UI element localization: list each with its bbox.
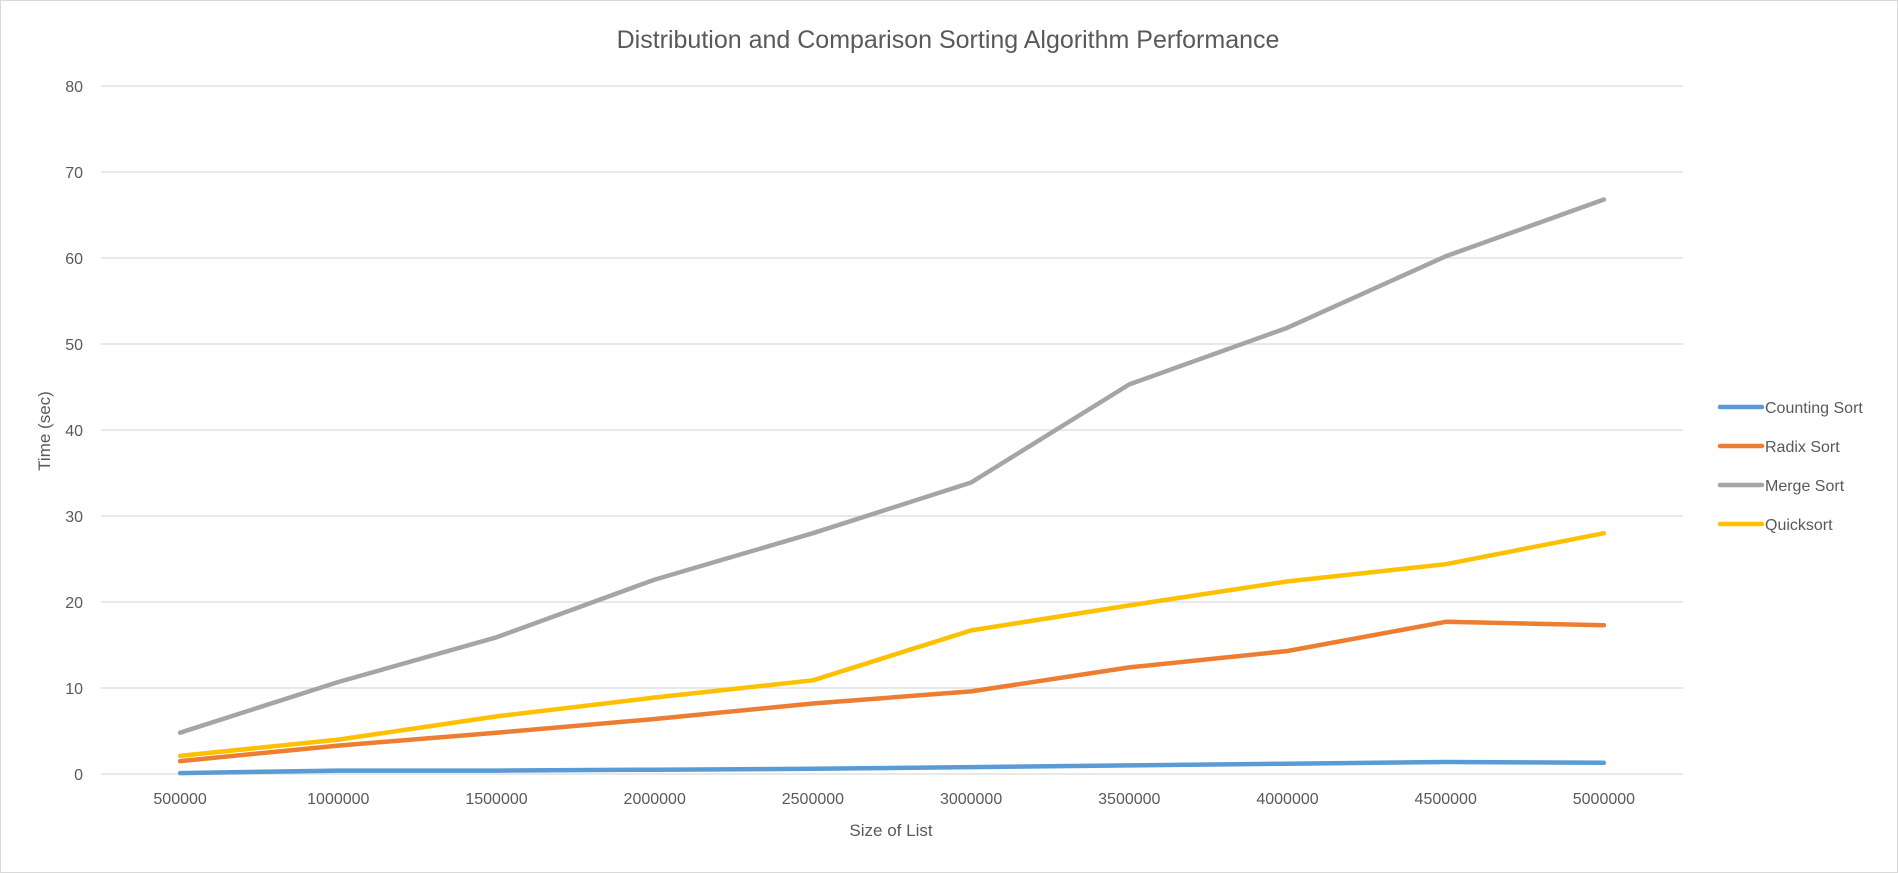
x-tick-label: 2000000 <box>624 791 686 808</box>
x-axis-ticks: 500000 1000000 1500000 2000000 2500000 300000… <box>153 791 1635 808</box>
x-axis-label: Size of List <box>849 821 932 840</box>
legend-label-quicksort: Quicksort <box>1765 517 1833 534</box>
x-tick-label: 2500000 <box>782 791 844 808</box>
y-axis-label: Time (sec) <box>35 391 54 471</box>
y-tick-label: 0 <box>74 767 83 784</box>
chart-title: Distribution and Comparison Sorting Algo… <box>617 26 1280 54</box>
y-axis-ticks: 0 10 20 30 40 50 60 70 80 <box>65 79 83 784</box>
y-tick-label: 80 <box>65 79 83 96</box>
series-line-radix-sort <box>177 619 1607 764</box>
legend-label-radix-sort: Radix Sort <box>1765 439 1840 456</box>
y-tick-label: 70 <box>65 165 83 182</box>
series-lines <box>177 197 1607 776</box>
legend: Counting Sort Radix Sort Merge Sort Quickso… <box>1717 400 1863 534</box>
gridlines <box>101 85 1683 775</box>
series-line-merge-sort <box>177 197 1607 735</box>
y-tick-label: 20 <box>65 595 83 612</box>
x-tick-label: 500000 <box>153 791 206 808</box>
x-tick-label: 4000000 <box>1256 791 1318 808</box>
legend-label-merge-sort: Merge Sort <box>1765 478 1845 495</box>
y-tick-label: 50 <box>65 337 83 354</box>
series-line-counting-sort <box>177 759 1607 776</box>
x-tick-label: 4500000 <box>1415 791 1477 808</box>
x-tick-label: 3500000 <box>1098 791 1160 808</box>
x-tick-label: 1500000 <box>465 791 527 808</box>
y-tick-label: 60 <box>65 251 83 268</box>
y-tick-label: 30 <box>65 509 83 526</box>
x-tick-label: 1000000 <box>307 791 369 808</box>
y-tick-label: 10 <box>65 681 83 698</box>
series-line-quicksort <box>177 530 1607 759</box>
y-tick-label: 40 <box>65 423 83 440</box>
x-tick-label: 3000000 <box>940 791 1002 808</box>
x-tick-label: 5000000 <box>1573 791 1635 808</box>
legend-label-counting-sort: Counting Sort <box>1765 400 1863 417</box>
